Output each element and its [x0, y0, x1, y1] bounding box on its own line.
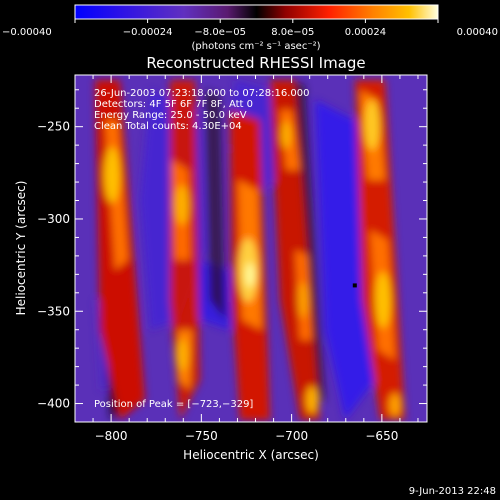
colorbar-units: (photons cm⁻² s⁻¹ asec⁻²)	[191, 41, 320, 52]
heatmap-image	[75, 75, 427, 422]
x-tick-label: −700	[275, 429, 308, 443]
plot-frame	[74, 74, 428, 423]
y-tick-label: −300	[37, 212, 70, 226]
annotation-line: Detectors: 4F 5F 6F 7F 8F, Att 0	[94, 99, 253, 110]
axis-ticks: −800 −750 −700 −650 −250 −300 −350 −400	[37, 75, 427, 443]
chart-title: Reconstructed RHESSI Image	[146, 54, 365, 72]
colorbar-tick-label: 0.00024	[345, 27, 386, 38]
y-tick-label: −350	[37, 304, 70, 318]
footer-date: 9-Jun-2013 22:48	[409, 486, 496, 497]
colorbar	[74, 4, 439, 20]
x-tick-label: −650	[365, 429, 398, 443]
annotation-line: 26-Jun-2003 07:23:18.000 to 07:28:16.000	[94, 88, 310, 99]
annotation-line: Energy Range: 25.0 - 50.0 keV	[94, 110, 247, 121]
y-axis-label: Heliocentric Y (arcsec)	[14, 181, 28, 316]
colorbar-tick-label: 0.00040	[457, 27, 498, 38]
y-tick-label: −250	[37, 120, 70, 134]
colorbar-ticks: −0.00040 −0.00024 −8.0e−05 8.0e−05 0.00024 0.…	[2, 19, 498, 38]
y-tick-label: −400	[37, 397, 70, 411]
x-axis-label: Heliocentric X (arcsec)	[183, 448, 319, 462]
colorbar-tick-label: 8.0e−05	[271, 27, 314, 38]
x-tick-label: −750	[185, 429, 218, 443]
annotation-line: Clean Total counts: 4.30E+04	[94, 121, 242, 132]
colorbar-tick-label: −8.0e−05	[194, 27, 246, 38]
annotations: 26-Jun-2003 07:23:18.000 to 07:28:16.000…	[94, 88, 310, 132]
colorbar-tick-label: −0.00040	[2, 27, 52, 38]
peak-position-label: Position of Peak = [−723,−329]	[94, 399, 253, 410]
x-tick-label: −800	[95, 429, 128, 443]
peak-marker	[352, 283, 357, 288]
colorbar-tick-label: −0.00024	[123, 27, 173, 38]
